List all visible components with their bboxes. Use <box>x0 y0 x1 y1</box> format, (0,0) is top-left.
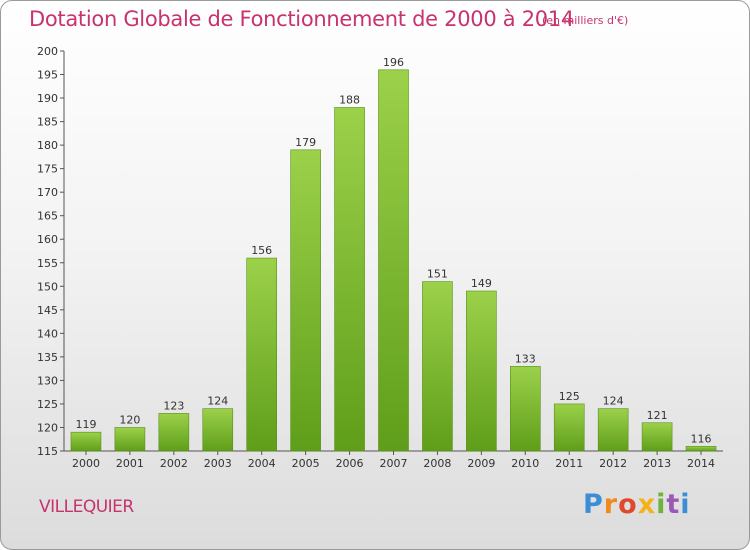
logo-letter: x <box>637 489 657 520</box>
chart-subtitle: (en milliers d'€) <box>542 14 629 27</box>
data-label: 188 <box>339 93 360 106</box>
x-tick-label: 2001 <box>116 457 144 470</box>
x-tick-label: 2009 <box>467 457 495 470</box>
bar <box>202 408 234 452</box>
y-tick-label: 130 <box>37 374 58 387</box>
x-tick-label: 2000 <box>72 457 100 470</box>
data-label: 120 <box>119 413 140 426</box>
y-tick-label: 135 <box>37 351 58 364</box>
logo-letter: r <box>603 489 619 520</box>
y-tick-label: 125 <box>37 398 58 411</box>
chart-axes: 115 120 125 130 135 140 145 150 155 160 165 170 175 1… <box>37 45 723 458</box>
x-tick-label: 2006 <box>336 457 364 470</box>
x-tick-label: 2005 <box>292 457 320 470</box>
data-label: 149 <box>471 277 492 290</box>
data-label: 123 <box>163 399 184 412</box>
bar <box>466 290 497 452</box>
data-label: 156 <box>251 244 272 257</box>
x-tick-label: 2004 <box>248 457 276 470</box>
y-tick-label: 170 <box>37 186 58 199</box>
x-tick-label: 2007 <box>380 457 408 470</box>
bar <box>509 365 541 452</box>
data-label: 151 <box>427 268 448 281</box>
bar <box>641 422 673 452</box>
bar <box>422 281 453 452</box>
logo-letter: i <box>656 489 667 520</box>
chart-bars <box>70 69 717 452</box>
x-tick-label: 2011 <box>555 457 583 470</box>
chart-title: Dotation Globale de Fonctionnement de 20… <box>29 7 574 31</box>
bar <box>158 413 190 452</box>
bar <box>597 408 629 452</box>
y-tick-label: 155 <box>37 257 58 270</box>
logo-letter: P <box>583 489 604 520</box>
x-tick-label: 2008 <box>423 457 451 470</box>
x-tick-label: 2010 <box>511 457 539 470</box>
x-tick-label: 2013 <box>643 457 671 470</box>
x-tick-label: 2012 <box>599 457 627 470</box>
data-label: 121 <box>647 409 668 422</box>
bar <box>685 445 717 452</box>
data-label: 125 <box>559 390 580 403</box>
data-label: 133 <box>515 352 536 365</box>
bar <box>334 107 365 452</box>
logo-letter: i <box>680 489 691 520</box>
y-tick-label: 175 <box>37 163 58 176</box>
y-tick-label: 180 <box>37 139 58 152</box>
data-label: 124 <box>207 395 228 408</box>
bar <box>290 149 321 452</box>
data-label: 124 <box>603 395 624 408</box>
y-tick-label: 150 <box>37 280 58 293</box>
data-label: 179 <box>295 136 316 149</box>
y-tick-label: 145 <box>37 304 58 317</box>
data-label: 119 <box>75 418 96 431</box>
y-tick-label: 160 <box>37 233 58 246</box>
y-tick-label: 165 <box>37 210 58 223</box>
y-tick-label: 200 <box>37 45 58 58</box>
y-tick-label: 115 <box>37 445 58 458</box>
logo-letter: o <box>618 489 638 520</box>
data-label: 196 <box>383 56 404 69</box>
bar <box>246 257 277 452</box>
bar <box>70 431 102 452</box>
data-label: 116 <box>691 432 712 445</box>
logo-letter: t <box>666 489 681 520</box>
y-tick-label: 195 <box>37 69 58 82</box>
x-tick-label: 2002 <box>160 457 188 470</box>
x-tick-label: 2014 <box>687 457 715 470</box>
bar <box>378 69 409 452</box>
y-tick-label: 120 <box>37 421 58 434</box>
proxiti-logo: Proxiti <box>583 489 691 520</box>
bar <box>553 403 585 452</box>
bar <box>114 427 146 452</box>
y-tick-label: 140 <box>37 327 58 340</box>
commune-name: VILLEQUIER <box>39 497 134 517</box>
x-tick-label: 2003 <box>204 457 232 470</box>
y-tick-label: 190 <box>37 92 58 105</box>
y-tick-label: 185 <box>37 116 58 129</box>
chart-labels: 2000 119 2001 120 2002 123 2003 124 2004 156 2005 1… <box>72 56 715 470</box>
